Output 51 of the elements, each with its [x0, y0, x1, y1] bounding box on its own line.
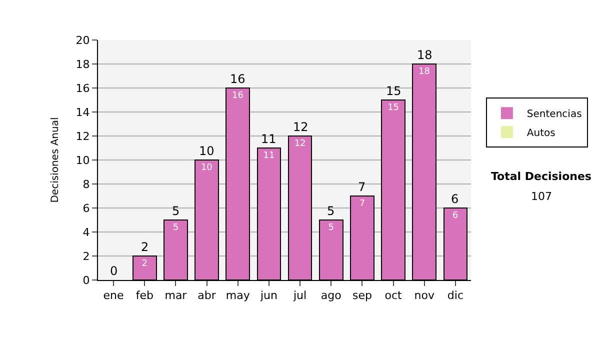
x-tick-label: oct — [384, 289, 403, 302]
total-label: 16 — [230, 72, 246, 86]
data-label: 11 — [263, 151, 275, 161]
y-axis-title: Decisiones Anual — [50, 117, 61, 203]
y-tick-label: 14 — [76, 106, 90, 119]
data-label: 7 — [359, 199, 366, 209]
x-tick-label: feb — [136, 289, 154, 302]
y-tick-label: 10 — [76, 154, 90, 167]
text: Total Decisiones — [491, 170, 592, 183]
data-label: 12 — [294, 139, 306, 149]
x-tick-label: abr — [198, 289, 216, 302]
x-tick-label: ene — [103, 289, 124, 302]
y-tick-label: 8 — [82, 178, 90, 191]
data-label: 15 — [388, 103, 400, 113]
legend-label: Autos — [526, 128, 556, 139]
total-label: 0 — [110, 264, 118, 278]
x-tick-label: nov — [414, 289, 435, 302]
y-tick-label: 4 — [82, 226, 90, 239]
text: 107 — [531, 190, 552, 203]
total-label: 18 — [417, 48, 432, 62]
total-label: 15 — [386, 84, 402, 98]
total-label: 5 — [327, 204, 335, 218]
legend-label: Sentencias — [526, 109, 582, 120]
x-tick-label: dic — [447, 289, 464, 302]
total-label: 5 — [172, 204, 180, 218]
y-tick-label: 18 — [76, 58, 90, 71]
y-tick-label: 0 — [82, 274, 90, 287]
data-label: 18 — [418, 67, 430, 77]
data-label: 5 — [328, 223, 334, 233]
x-tick-label: jul — [292, 289, 307, 302]
data-label: 10 — [200, 163, 213, 173]
total-label: 7 — [358, 180, 366, 194]
x-tick-label: may — [226, 289, 250, 302]
y-tick-label: 20 — [76, 34, 90, 47]
x-tick-label: ago — [320, 289, 342, 302]
y-tick-label: 6 — [82, 202, 90, 215]
data-label: 2 — [142, 259, 148, 269]
x-tick-label: mar — [164, 289, 188, 302]
x-tick-label: sep — [352, 289, 372, 302]
y-tick-label: 12 — [76, 130, 90, 143]
y-tick-label: 16 — [76, 82, 90, 95]
x-tick-label: jun — [259, 289, 278, 302]
total-label: 11 — [261, 132, 276, 146]
y-tick-label: 2 — [82, 250, 90, 263]
data-label: 16 — [232, 91, 244, 101]
total-label: 6 — [451, 192, 459, 206]
data-label: 6 — [452, 211, 458, 221]
total-label: 10 — [199, 144, 214, 158]
data-label: 5 — [172, 223, 179, 233]
total-label: 12 — [293, 120, 308, 134]
total-label: 2 — [141, 240, 149, 254]
